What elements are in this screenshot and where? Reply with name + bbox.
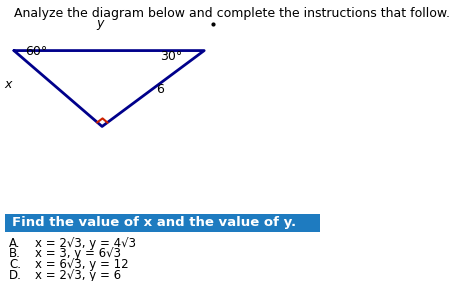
Text: x = 2√3, y = 6: x = 2√3, y = 6 xyxy=(35,269,121,281)
Text: C.: C. xyxy=(9,258,21,271)
Text: y: y xyxy=(96,17,103,30)
Text: A.: A. xyxy=(9,237,21,250)
Text: 60°: 60° xyxy=(25,46,48,58)
Text: x = 2√3, y = 4√3: x = 2√3, y = 4√3 xyxy=(35,237,136,250)
FancyBboxPatch shape xyxy=(5,214,319,232)
Text: Analyze the diagram below and complete the instructions that follow.: Analyze the diagram below and complete t… xyxy=(14,7,449,20)
Text: 30°: 30° xyxy=(160,50,182,63)
Text: x = 6√3, y = 12: x = 6√3, y = 12 xyxy=(35,258,128,271)
Text: x = 3, y = 6√3: x = 3, y = 6√3 xyxy=(35,247,120,260)
Text: D.: D. xyxy=(9,269,22,281)
Text: Find the value of x and the value of y.: Find the value of x and the value of y. xyxy=(12,216,295,229)
Text: 6: 6 xyxy=(156,83,163,96)
Text: B.: B. xyxy=(9,247,21,260)
Text: x: x xyxy=(5,78,12,91)
